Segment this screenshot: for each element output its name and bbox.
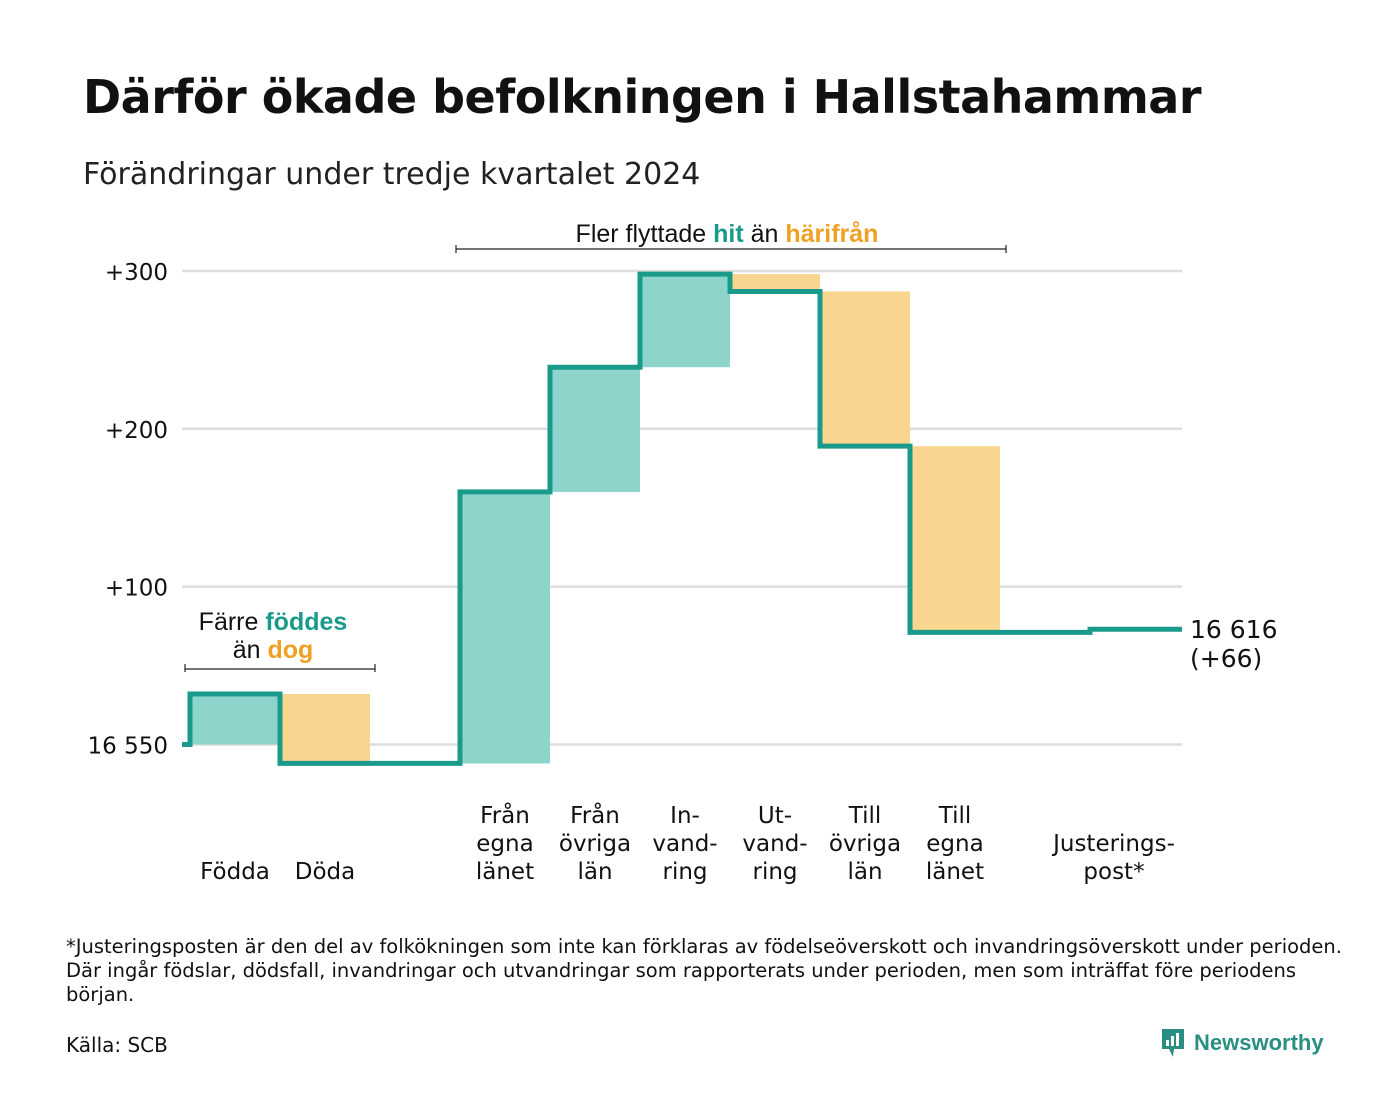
bar-7: [910, 446, 1000, 633]
x-label-3-line-1: övriga: [559, 831, 631, 857]
annotation-migration-part-2: än: [744, 220, 786, 248]
annotation-births-line-1-part-0: Färre: [199, 608, 266, 636]
x-label-6-line-2: län: [847, 859, 882, 885]
x-label-8-line-0: Justerings-: [1051, 831, 1175, 857]
x-label-4: In-vand-ring: [652, 803, 717, 885]
x-label-2-line-2: länet: [476, 859, 534, 885]
brand-name: Newsworthy: [1194, 1030, 1324, 1055]
x-label-2-line-1: egna: [476, 831, 533, 857]
x-label-3-line-0: Från: [570, 801, 620, 829]
x-label-4-line-2: ring: [662, 859, 707, 885]
x-label-5: Ut-vand-ring: [742, 803, 807, 885]
bar-0: [190, 693, 280, 745]
bar-5: [730, 274, 820, 292]
x-label-7-line-2: länet: [926, 859, 984, 885]
x-label-3-line-2: län: [577, 859, 612, 885]
bar-1: [280, 693, 370, 764]
x-label-8-line-1: post*: [1083, 859, 1144, 885]
annotation-migration-part-3: härifrån: [785, 220, 878, 248]
bar-6: [820, 291, 910, 447]
x-label-5-line-2: ring: [752, 859, 797, 885]
annotation-migration-part-1: hit: [713, 220, 744, 248]
newsworthy-logo-icon: [1162, 1029, 1184, 1057]
x-label-7-line-0: Till: [938, 803, 972, 829]
x-label-4-line-0: In-: [670, 803, 700, 829]
y-tick-label-2: +200: [105, 418, 168, 444]
x-label-1-line-0: Döda: [295, 859, 355, 885]
running-total-path: [182, 271, 1182, 766]
x-label-6-line-1: övriga: [829, 831, 901, 857]
x-label-5-line-1: vand-: [742, 831, 807, 857]
x-label-2-line-0: Från: [480, 801, 530, 829]
x-label-8: Justerings-post*: [1051, 831, 1175, 885]
chart-subtitle: Förändringar under tredje kvartalet 2024: [83, 157, 701, 192]
end-value-label: 16 616: [1190, 615, 1277, 644]
x-label-1: Döda: [295, 859, 355, 885]
bar-2: [460, 491, 550, 764]
y-tick-label-0: 16 550: [88, 733, 168, 759]
x-label-2: Från egna länet: [476, 801, 534, 885]
annotation-births-line-1: Färre föddes: [199, 608, 348, 636]
chart-title: Därför ökade befolkningen i Hallstahamma…: [83, 70, 1202, 124]
x-label-7: Till egna länet: [926, 803, 984, 885]
annotation-migration-part-0: Fler flyttade: [576, 220, 714, 248]
x-label-3: Från övriga län: [559, 801, 631, 885]
y-tick-label-1: +100: [105, 576, 168, 602]
annotation-migration: Fler flyttade hit än härifrån: [576, 220, 879, 248]
footnote: *Justeringsposten är den del av folkökni…: [66, 935, 1342, 1006]
x-label-6-line-0: Till: [848, 803, 882, 829]
annotation-births-line-1-part-1: föddes: [265, 608, 347, 636]
x-label-4-line-1: vand-: [652, 831, 717, 857]
y-axis-labels: 16 550 +100 +200 +300: [88, 260, 168, 760]
annotation-births-bracket: [184, 664, 376, 672]
bar-3: [550, 367, 640, 492]
end-change-label: (+66): [1190, 644, 1262, 673]
brand-logo: Newsworthy: [1160, 1027, 1324, 1059]
annotation-migration-bracket: [455, 245, 1007, 253]
bar-4: [640, 274, 730, 368]
x-label-6: Till övriga län: [829, 803, 901, 885]
annotation-births-line-2: än dog: [233, 636, 314, 664]
bars: [190, 274, 1000, 764]
annotation-births-line-2-part-0: än: [233, 636, 268, 664]
running-total-line: [182, 271, 1182, 766]
source: Källa: SCB: [66, 1033, 168, 1057]
x-label-0: Födda: [200, 859, 270, 885]
x-label-5-line-0: Ut-: [758, 803, 792, 829]
x-label-7-line-1: egna: [926, 831, 983, 857]
annotation-births-line-2-part-1: dog: [267, 636, 313, 664]
x-label-0-line-0: Födda: [200, 859, 270, 885]
y-tick-label-3: +300: [105, 260, 168, 286]
